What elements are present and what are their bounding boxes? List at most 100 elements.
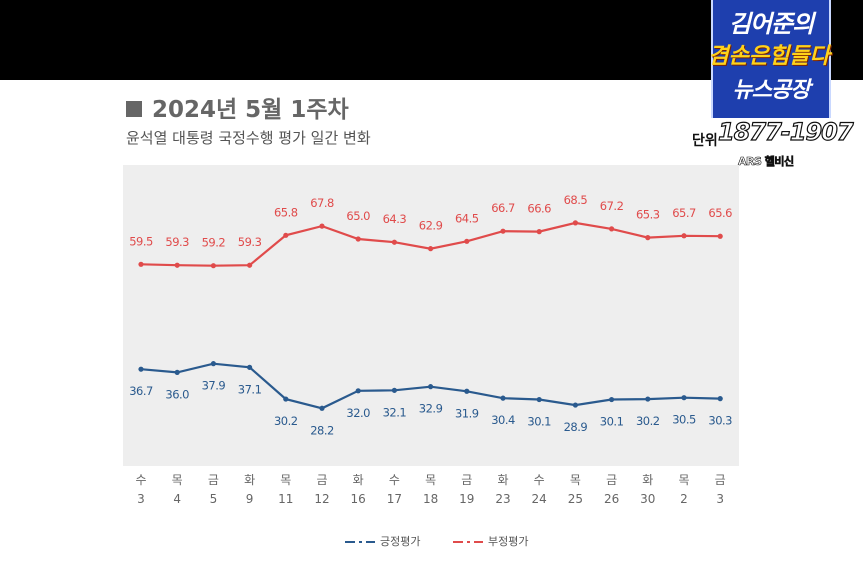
x-tick-day: 금 xyxy=(606,473,617,487)
data-point xyxy=(391,387,397,393)
x-tick-day: 목 xyxy=(425,473,436,487)
x-tick-date: 17 xyxy=(387,492,402,506)
x-tick-day: 금 xyxy=(461,473,472,487)
phone-subtext: ARS 헬비신 xyxy=(738,155,795,169)
data-point xyxy=(572,402,579,408)
x-tick-date: 5 xyxy=(210,492,218,506)
x-tick-date: 24 xyxy=(532,492,547,506)
chart-title: 2024년 5월 1주차 xyxy=(152,97,349,123)
data-point xyxy=(138,261,144,267)
data-label: 64.5 xyxy=(455,211,479,225)
x-tick-date: 11 xyxy=(278,492,293,506)
x-tick-day: 목 xyxy=(678,473,689,487)
plot-area xyxy=(123,165,739,466)
data-label: 32.1 xyxy=(383,405,407,419)
data-label: 65.8 xyxy=(274,205,298,219)
x-tick-day: 화 xyxy=(353,473,364,487)
x-tick-day: 금 xyxy=(316,473,327,487)
x-tick-date: 3 xyxy=(716,492,724,506)
data-point xyxy=(717,396,723,402)
data-label: 65.3 xyxy=(636,208,660,222)
chart-subtitle: 윤석열 대통령 국정수행 평가 일간 변화 xyxy=(126,129,371,147)
x-tick-day: 수 xyxy=(534,473,545,487)
data-label: 32.9 xyxy=(419,402,443,416)
x-tick-date: 23 xyxy=(495,492,510,506)
x-tick-day: 화 xyxy=(642,473,653,487)
x-tick-day: 목 xyxy=(570,473,581,487)
data-label: 65.7 xyxy=(672,206,696,220)
x-tick-day: 화 xyxy=(497,473,508,487)
data-point xyxy=(174,369,180,375)
data-point xyxy=(500,228,506,234)
data-label: 31.9 xyxy=(455,406,479,420)
data-point xyxy=(717,233,723,239)
data-label: 68.5 xyxy=(564,193,588,207)
data-label: 64.3 xyxy=(383,212,407,226)
legend-item: 긍정평가 xyxy=(343,533,420,549)
data-label: 28.2 xyxy=(310,423,334,437)
data-point xyxy=(391,239,397,245)
x-tick-day: 화 xyxy=(244,473,255,487)
data-label: 30.5 xyxy=(672,413,696,427)
data-point xyxy=(138,366,144,372)
data-point xyxy=(464,238,470,244)
x-tick-day: 목 xyxy=(172,473,183,487)
legend-swatch xyxy=(453,541,483,543)
data-point xyxy=(645,396,651,402)
data-label: 59.5 xyxy=(129,234,153,248)
x-tick-date: 19 xyxy=(459,492,474,506)
data-point xyxy=(681,233,687,239)
data-point xyxy=(428,384,434,390)
data-label: 30.3 xyxy=(708,414,732,428)
data-label: 65.0 xyxy=(346,209,370,223)
data-point xyxy=(210,263,216,269)
data-label: 67.2 xyxy=(600,199,624,213)
x-tick-date: 16 xyxy=(351,492,366,506)
data-label: 62.9 xyxy=(419,219,443,233)
data-label: 30.2 xyxy=(636,414,660,428)
data-label: 36.7 xyxy=(129,384,153,398)
data-label: 28.9 xyxy=(564,420,588,434)
data-label: 30.1 xyxy=(527,415,551,429)
data-point xyxy=(283,232,289,238)
x-tick-day: 금 xyxy=(208,473,219,487)
data-label: 66.7 xyxy=(491,201,515,215)
data-label: 30.2 xyxy=(274,414,298,428)
data-point xyxy=(210,361,216,367)
data-point xyxy=(609,396,615,403)
data-point xyxy=(428,246,434,252)
logo-line-1: 김어준의 xyxy=(728,10,814,38)
legend-label: 긍정평가 xyxy=(380,535,421,548)
data-label: 36.0 xyxy=(165,387,189,401)
x-tick-date: 4 xyxy=(173,492,181,506)
data-label: 32.0 xyxy=(346,406,370,420)
data-point xyxy=(174,262,180,268)
data-point xyxy=(500,395,506,401)
x-tick-date: 26 xyxy=(604,492,619,506)
phone-prefix: 단위 xyxy=(692,133,718,149)
data-label: 67.8 xyxy=(310,196,334,210)
x-tick-date: 12 xyxy=(314,492,329,506)
chart-title-row: 2024년 5월 1주차 xyxy=(126,90,349,124)
data-label: 65.6 xyxy=(708,206,732,220)
data-label: 59.2 xyxy=(202,236,226,250)
x-tick-day: 수 xyxy=(135,473,146,487)
data-point xyxy=(319,223,325,229)
x-tick-date: 2 xyxy=(680,492,688,506)
legend-item: 부정평가 xyxy=(451,533,528,549)
data-point xyxy=(536,229,542,235)
title-square-icon xyxy=(126,101,142,117)
data-label: 30.1 xyxy=(600,415,624,429)
logo-line-2: 겸손은힘들다 xyxy=(708,44,830,69)
x-tick-date: 9 xyxy=(246,492,254,506)
data-label: 66.6 xyxy=(527,202,551,216)
data-point xyxy=(464,388,470,394)
x-tick-date: 30 xyxy=(640,492,655,506)
data-point xyxy=(319,405,325,411)
logo-line-3: 뉴스공장 xyxy=(732,78,811,103)
legend-swatch xyxy=(345,541,375,543)
data-label: 59.3 xyxy=(165,235,189,249)
data-point xyxy=(572,220,579,226)
data-point xyxy=(247,262,253,268)
